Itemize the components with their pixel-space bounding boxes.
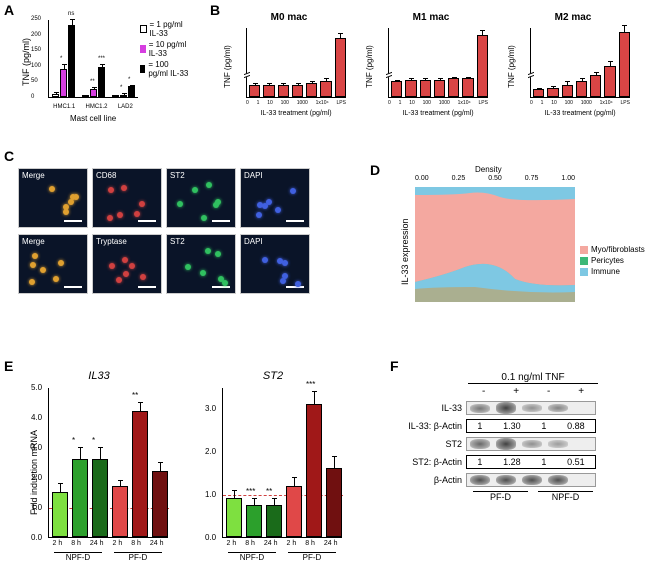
- panel-f-lanes: - + - +: [468, 386, 598, 397]
- microscopy-image: Merge: [18, 234, 88, 294]
- panel-f-rows: IL-33 IL-33: β-Actin11.3010.88 ST2 ST2: β-A…: [408, 401, 643, 487]
- panel-b-label: B: [210, 2, 220, 18]
- panel-c-row1: MergeCD68ST2DAPI: [18, 168, 310, 228]
- tick: HMC1.1: [53, 104, 75, 110]
- panel-a-chart: TNF (pg/ml) 050100150200250*ns******* HM…: [20, 12, 190, 122]
- microscopy-image: ST2: [166, 234, 236, 294]
- panel-d-ylabel: IL-33 expression: [400, 205, 410, 285]
- legend-text: = 100 pg/ml IL-33: [148, 60, 190, 78]
- blot-row: β-Actin: [408, 473, 643, 487]
- panel-f-groups: PF-D NPF-D: [468, 491, 598, 502]
- panel-d-label: D: [370, 162, 380, 178]
- panel-f-label: F: [390, 358, 399, 374]
- blot-band: [466, 401, 596, 415]
- panel-d-density: [415, 187, 575, 302]
- blot-band: [466, 437, 596, 451]
- legend-text: = 10 pg/ml IL-33: [149, 40, 190, 58]
- blot-row: ST2: [408, 437, 643, 451]
- panel-b-subchart: M1 macTNF (pg/ml)011010010001x10⁴LPSIL-3…: [366, 12, 496, 122]
- panel-a-xlabel: Mast cell line: [70, 114, 116, 123]
- microscopy-image: CD68: [92, 168, 162, 228]
- legend-sq: [580, 257, 588, 265]
- tick: 0.00: [415, 175, 429, 182]
- blot-row: IL-33: β-Actin11.3010.88: [408, 419, 643, 433]
- tick: LAD2: [118, 104, 133, 110]
- group-label: PF-D: [473, 491, 528, 502]
- panel-b-subchart: M2 macTNF (pg/ml)011010010001x10⁴LPSIL-3…: [508, 12, 638, 122]
- tick: 0.25: [452, 175, 466, 182]
- lane: -: [547, 386, 550, 397]
- panel-d-xticks: 0.00 0.25 0.50 0.75 1.00: [415, 175, 575, 182]
- tick: 0.50: [488, 175, 502, 182]
- legend-sq: [140, 65, 145, 73]
- microscopy-image: Tryptase: [92, 234, 162, 294]
- microscopy-image: Merge: [18, 168, 88, 228]
- panel-d-chart: 0.00 0.25 0.50 0.75 1.00 Density IL-33 e…: [390, 175, 640, 310]
- tick: HMC1.2: [85, 104, 107, 110]
- panel-f-blot: 0.1 ng/ml TNF - + - + IL-33 IL-33: β-Acti…: [408, 372, 643, 502]
- group-label: NPF-D: [538, 491, 593, 502]
- lane: +: [578, 386, 584, 397]
- panel-d-legend: Myo/fibroblasts Pericytes Immune: [580, 245, 645, 278]
- panel-a-ylabel: TNF (pg/ml): [21, 38, 31, 86]
- panel-c-row2: MergeTryptaseST2DAPI: [18, 234, 310, 294]
- microscopy-image: DAPI: [240, 234, 310, 294]
- legend-sq: [580, 246, 588, 254]
- blot-value-row: 11.3010.88: [466, 419, 596, 433]
- panel-e-subchart: IL33Fold induction mRNA0.01.02.03.04.05.…: [24, 370, 174, 570]
- panel-c-label: C: [4, 148, 14, 164]
- panel-c-grid: MergeCD68ST2DAPI MergeTryptaseST2DAPI: [18, 168, 310, 294]
- blot-band: [466, 473, 596, 487]
- microscopy-image: ST2: [166, 168, 236, 228]
- panel-b-container: M0 macTNF (pg/ml)011010010001x10⁴LPSIL-3…: [224, 12, 644, 122]
- panel-e-label: E: [4, 358, 13, 374]
- legend-text: = 1 pg/ml IL-33: [150, 20, 190, 38]
- blot-value-row: 11.2810.51: [466, 455, 596, 469]
- panel-e-container: IL33Fold induction mRNA0.01.02.03.04.05.…: [24, 370, 354, 580]
- tick: 0.75: [525, 175, 539, 182]
- panel-e-subchart: ST20.01.02.03.0********2 h8 h24 h2 h8 h2…: [198, 370, 348, 570]
- panel-a-xticks: HMC1.1 HMC1.2 LAD2: [48, 104, 138, 110]
- panel-d-xlabel: Density: [475, 165, 502, 174]
- lane: -: [482, 386, 485, 397]
- legend-sq: [580, 268, 588, 276]
- microscopy-image: DAPI: [240, 168, 310, 228]
- panel-f-title: 0.1 ng/ml TNF: [468, 372, 598, 384]
- legend-sq: [140, 25, 147, 33]
- panel-b-subchart: M0 macTNF (pg/ml)011010010001x10⁴LPSIL-3…: [224, 12, 354, 122]
- legend-text: Myo/fibroblasts: [591, 245, 645, 254]
- panel-a-legend: = 1 pg/ml IL-33 = 10 pg/ml IL-33 = 100 p…: [140, 20, 190, 80]
- blot-row: IL-33: [408, 401, 643, 415]
- legend-sq: [140, 45, 146, 53]
- lane: +: [513, 386, 519, 397]
- blot-row: ST2: β-Actin11.2810.51: [408, 455, 643, 469]
- legend-text: Immune: [591, 267, 620, 276]
- tick: 1.00: [561, 175, 575, 182]
- panel-a-label: A: [4, 2, 14, 18]
- legend-text: Pericytes: [591, 256, 624, 265]
- panel-a-plot: 050100150200250*ns*******: [48, 20, 138, 98]
